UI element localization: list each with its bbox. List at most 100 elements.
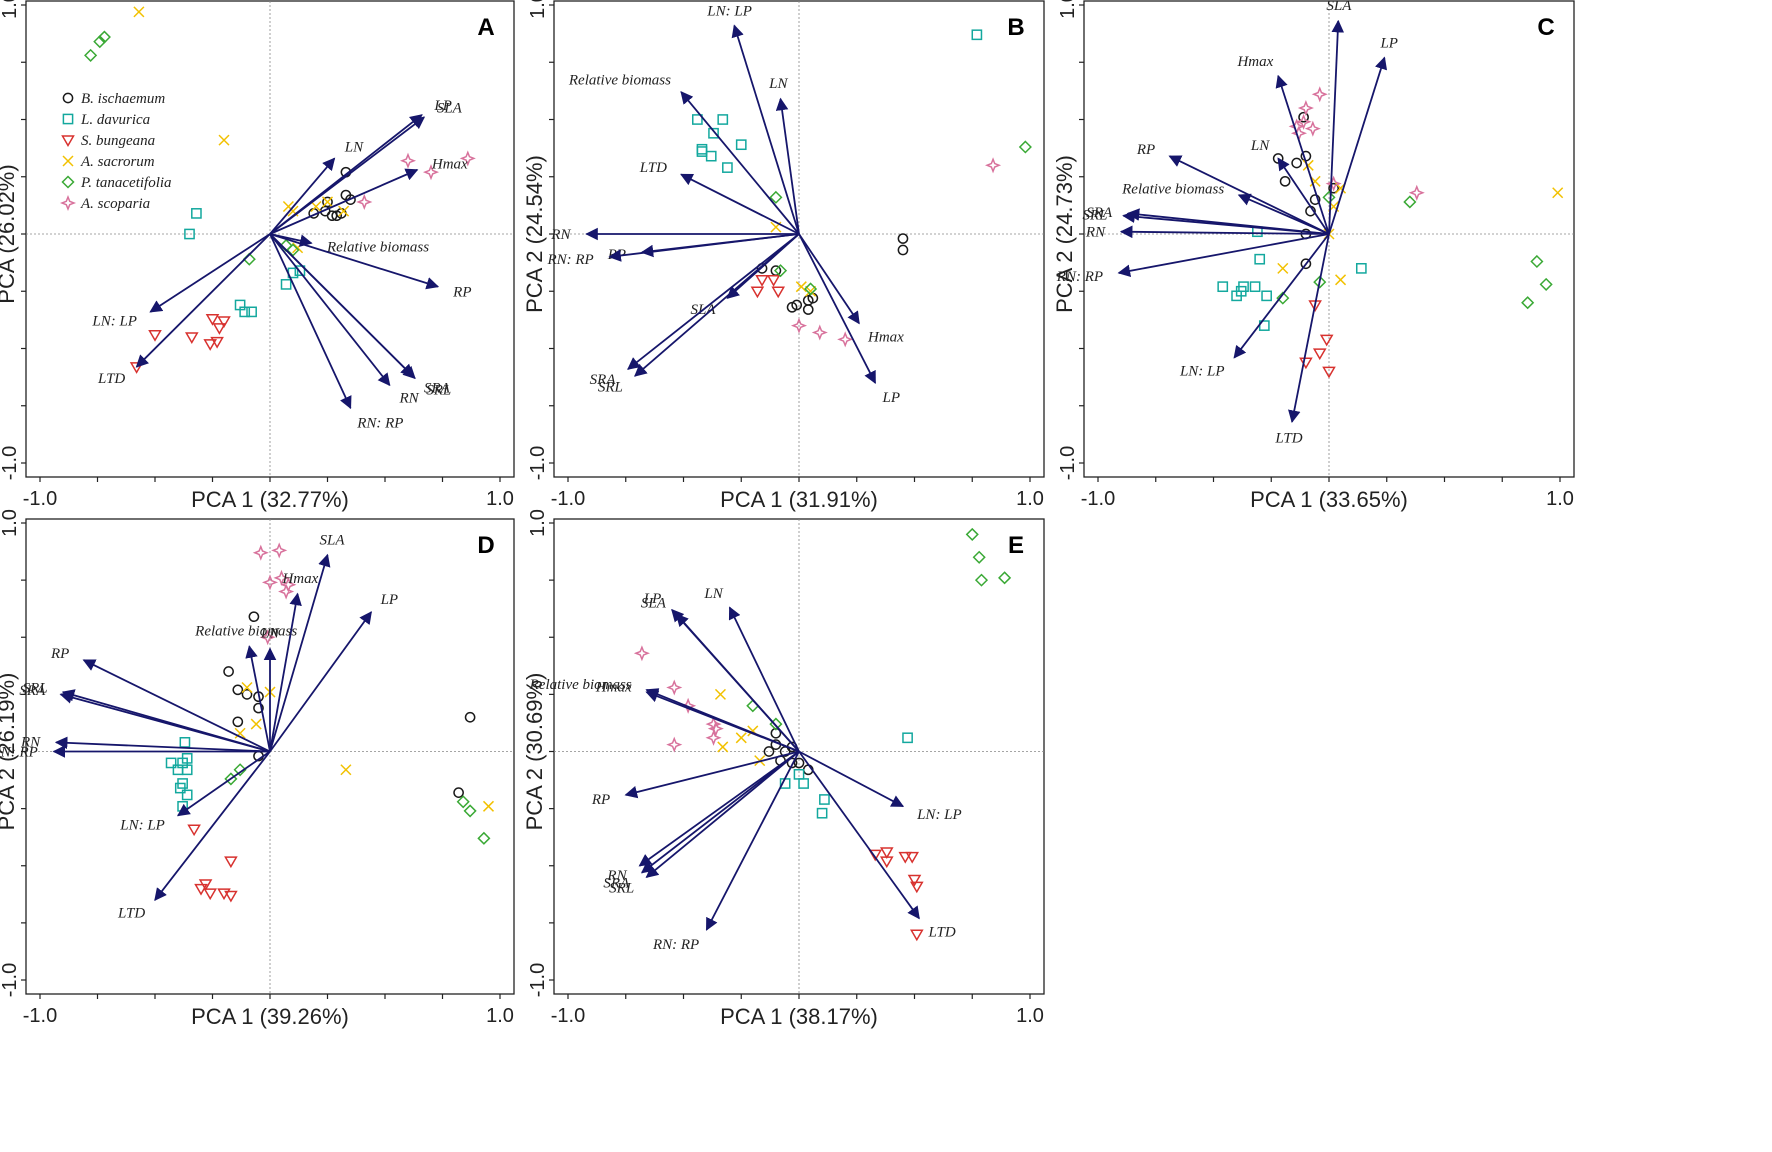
point-a-scoparia <box>666 736 683 753</box>
point-p-tanacetifolia <box>463 804 477 818</box>
point-l-davurica <box>971 29 983 41</box>
point-l-davurica <box>1261 290 1272 302</box>
x-tick-label: 1.0 <box>1546 488 1574 510</box>
loading-label: LTD <box>117 906 145 922</box>
loading-arrow <box>82 659 271 753</box>
point-b-ischaemum <box>464 711 476 723</box>
point-b-ischaemum <box>897 233 909 244</box>
point-s-bungeana <box>910 929 924 942</box>
point-a-sacrorum <box>241 681 253 694</box>
point-p-tanacetifolia <box>746 699 760 713</box>
point-s-bungeana <box>766 275 781 287</box>
point-a-scoparia <box>633 645 650 662</box>
panel-letter: B <box>1007 14 1024 41</box>
point-s-bungeana <box>1312 348 1327 361</box>
point-s-bungeana <box>898 851 913 864</box>
loading-label: LN: LP <box>916 807 962 823</box>
loading-label: SLA <box>437 101 463 117</box>
loading-label: LN: LP <box>119 818 165 834</box>
point-b-ischaemum <box>1309 194 1321 205</box>
loading-label: Relative biomass <box>1121 182 1224 198</box>
loading-arrow <box>54 736 271 753</box>
point-l-davurica <box>181 789 193 801</box>
point-s-bungeana <box>224 890 238 903</box>
point-a-scoparia <box>1297 100 1314 117</box>
legend-label: B. ischaemum <box>81 91 165 107</box>
loading-arrow <box>269 233 352 410</box>
x-axis-title: PCA 1 (33.65%) <box>1250 487 1408 512</box>
point-b-ischaemum <box>453 787 464 798</box>
loading-arrow <box>640 750 800 874</box>
loading-arrow <box>269 233 416 380</box>
loading-label: SRA <box>424 380 451 396</box>
point-l-davurica <box>1254 253 1266 265</box>
point-l-davurica <box>722 162 733 173</box>
point-p-tanacetifolia <box>1521 296 1535 310</box>
point-a-scoparia <box>1295 113 1312 130</box>
point-l-davurica <box>191 208 202 219</box>
point-b-ischaemum <box>241 689 253 700</box>
point-p-tanacetifolia <box>286 243 300 257</box>
loading-label: SRL <box>1082 207 1107 223</box>
point-a-scoparia <box>459 150 476 167</box>
loading-label: LTD <box>1274 430 1302 446</box>
point-l-davurica <box>1217 281 1229 293</box>
point-p-tanacetifolia <box>93 35 107 49</box>
x-axis-title: PCA 1 (39.26%) <box>191 1004 349 1029</box>
x-axis-title: PCA 1 (31.91%) <box>720 487 878 512</box>
point-a-sacrorum <box>717 741 729 753</box>
point-a-scoparia <box>261 574 279 591</box>
y-axis-title: PCA (26.02%) <box>0 164 19 303</box>
loading-label: SRA <box>603 875 630 891</box>
point-l-davurica <box>696 143 708 155</box>
point-a-scoparia <box>790 317 808 334</box>
point-l-davurica <box>793 769 805 780</box>
point-l-davurica <box>692 114 703 125</box>
loading-arrow <box>731 24 800 235</box>
point-a-scoparia <box>422 164 440 181</box>
loading-label: RN: RP <box>356 416 403 432</box>
loading-arrow <box>624 750 800 799</box>
point-p-tanacetifolia <box>803 282 818 296</box>
point-a-sacrorum <box>1335 274 1347 286</box>
loading-label: LN <box>768 76 788 92</box>
x-tick-label: -1.0 <box>23 488 57 510</box>
point-p-tanacetifolia <box>965 527 979 541</box>
y-tick-label: -1.0 <box>0 446 21 480</box>
loading-label: Relative biomass <box>568 73 671 89</box>
loading-arrow <box>176 750 271 817</box>
loading-label: RN: RP <box>0 745 38 761</box>
point-s-bungeana <box>212 323 227 335</box>
point-p-tanacetifolia <box>233 763 247 777</box>
point-a-scoparia <box>273 569 290 586</box>
x-tick-label: -1.0 <box>551 1005 585 1027</box>
loading-arrow <box>269 168 419 235</box>
point-a-scoparia <box>356 193 373 210</box>
y-tick-label: -1.0 <box>1057 446 1079 480</box>
loading-label: SRA <box>590 372 617 388</box>
point-a-scoparia <box>1408 184 1425 201</box>
loading-arrow <box>269 233 391 387</box>
point-b-ischaemum <box>1291 157 1303 169</box>
loading-arrow <box>1328 19 1345 235</box>
point-s-bungeana <box>224 856 238 869</box>
point-a-scoparia <box>1304 120 1321 137</box>
point-s-bungeana <box>217 888 231 901</box>
loading-arrow <box>269 233 440 290</box>
point-a-scoparia <box>985 157 1002 174</box>
point-a-sacrorum <box>795 281 807 293</box>
point-p-tanacetifolia <box>974 573 989 587</box>
loading-arrow <box>775 97 800 235</box>
loading-arrow <box>154 750 271 902</box>
loading-label: LN <box>344 139 364 155</box>
point-l-davurica <box>819 794 830 805</box>
panel-A: -1.0 1.0 1.0 -1.0 PCA 1 (32.77%) PCA (26.02%)… <box>0 0 515 512</box>
y-axis-title: PCA 2 (30.69%) <box>522 673 547 831</box>
loading-label: Hmax <box>431 156 468 172</box>
x-tick-label: -1.0 <box>1081 488 1115 510</box>
point-l-davurica <box>246 306 257 318</box>
point-a-scoparia <box>707 720 724 737</box>
point-a-sacrorum <box>133 6 145 18</box>
loading-arrow <box>269 611 372 753</box>
point-s-bungeana <box>148 330 162 342</box>
